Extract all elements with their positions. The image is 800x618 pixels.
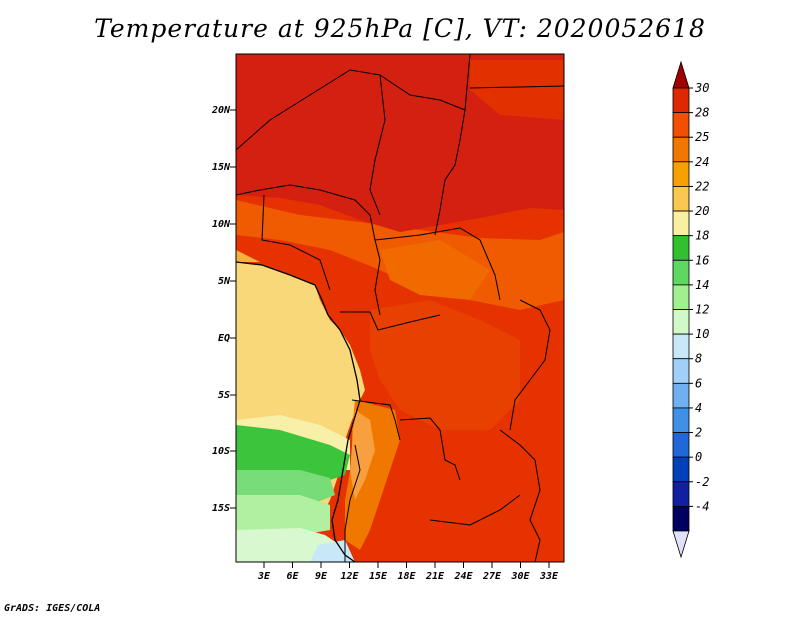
lon-label: 6E (286, 571, 299, 582)
field-congo (370, 300, 520, 430)
colorbar-label: 22 (695, 179, 709, 193)
colorbar-box (672, 136, 690, 163)
lon-label: 3E (257, 571, 271, 582)
lon-label: 24E (453, 571, 473, 582)
lat-label: 15N (212, 162, 231, 173)
colorbar-box (672, 505, 690, 532)
latitude-axis: 20N 15N 10N 5N EQ 5S 10S 15S (211, 105, 236, 514)
colorbar-label: -4 (695, 499, 709, 513)
lat-label: 15S (212, 503, 230, 514)
colorbar-label: 6 (695, 376, 702, 390)
colorbar-label: 14 (695, 278, 709, 292)
lon-label: 18E (397, 571, 416, 582)
lat-label: 20N (211, 105, 231, 116)
colorbar-box (672, 456, 690, 483)
field-green-light (236, 495, 330, 535)
colorbar-box (672, 161, 690, 187)
chart-title: Temperature at 925hPa [C], VT: 202005261… (94, 14, 706, 43)
colorbar-bottom-triangle (672, 530, 690, 559)
lon-label: 27E (482, 571, 502, 582)
colorbar-box (672, 407, 690, 433)
colorbar-label: 2 (695, 426, 702, 440)
temperature-field (236, 54, 564, 562)
lon-label: 21E (425, 571, 445, 582)
lon-label: 33E (539, 571, 559, 582)
colorbar-label: 8 (695, 352, 702, 366)
colorbar-label: 16 (695, 253, 709, 267)
colorbar-label: 28 (695, 106, 709, 120)
lat-label: 5N (218, 276, 231, 287)
colorbar-box (672, 358, 690, 384)
lat-label: 10N (212, 219, 231, 230)
colorbar-box (672, 382, 690, 409)
colorbar-label: 18 (695, 229, 709, 243)
field-top-right (470, 60, 564, 120)
colorbar-label: 4 (695, 401, 702, 415)
lon-label: 12E (340, 571, 359, 582)
lat-label: 10S (212, 446, 230, 457)
lon-label: 30E (510, 571, 530, 582)
lon-label: 9E (315, 571, 328, 582)
colorbar-label: 20 (695, 204, 709, 218)
colorbar-top-triangle (672, 60, 690, 89)
map-frame (235, 53, 565, 563)
country-borders (236, 54, 564, 562)
colorbar-box (672, 235, 690, 261)
colorbar-label: -2 (695, 475, 709, 489)
field-ocean-blue (310, 540, 355, 562)
colorbar-box (672, 333, 690, 360)
colorbar-box (672, 186, 690, 212)
colorbar-box (672, 432, 690, 458)
lon-label: 15E (369, 571, 388, 582)
grads-credit: GrADS: IGES/COLA (4, 603, 101, 614)
colorbar-box (672, 112, 690, 138)
colorbar-box (672, 210, 690, 237)
colorbar-box (672, 259, 690, 286)
colorbar-box (672, 481, 690, 507)
colorbar-label: 12 (695, 303, 709, 317)
field-green-dark (236, 425, 350, 480)
field-plateau-amber (350, 410, 375, 500)
colorbar-label: 24 (695, 155, 709, 169)
coastlines (236, 261, 361, 562)
colorbar-box (672, 87, 690, 114)
lat-label: EQ (218, 333, 230, 344)
colorbar-label: 25 (695, 130, 709, 144)
colorbar-box (672, 309, 690, 335)
longitude-axis: 3E 6E 9E 12E 15E 18E 21E 24E 27E 30E 33E (257, 562, 559, 582)
lat-label: 5S (218, 390, 230, 401)
field-orange-patch (380, 240, 490, 300)
field-coast-orange (236, 250, 260, 262)
colorbar-label: 30 (694, 81, 709, 95)
colorbar-label: 0 (695, 450, 702, 464)
colorbar-label: 10 (695, 327, 709, 341)
colorbar-box (672, 284, 690, 310)
